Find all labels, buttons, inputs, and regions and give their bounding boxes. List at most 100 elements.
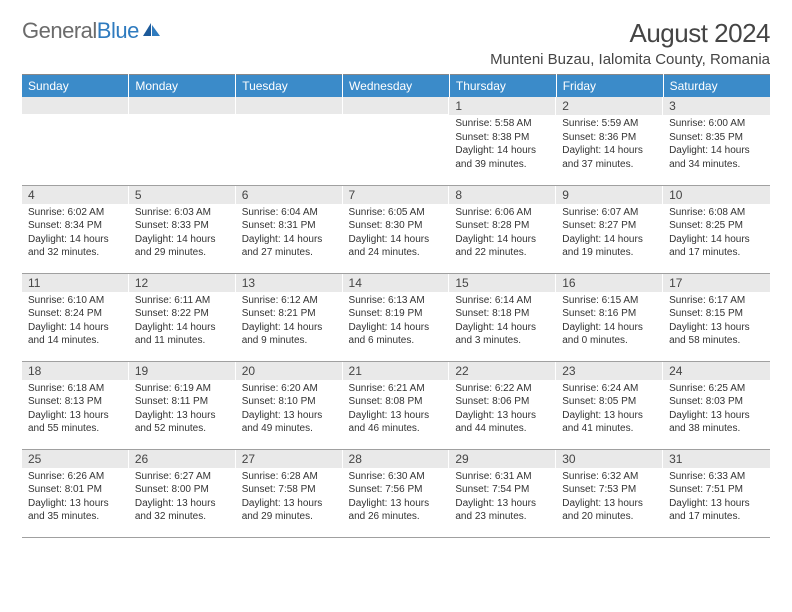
logo-text-blue: Blue [97,18,139,44]
day-line: Sunset: 8:27 PM [562,219,657,233]
day-line: Sunrise: 5:58 AM [455,117,550,131]
day-line: Sunrise: 6:10 AM [28,294,123,308]
day-body: Sunrise: 6:07 AMSunset: 8:27 PMDaylight:… [556,204,663,264]
day-body: Sunrise: 6:10 AMSunset: 8:24 PMDaylight:… [22,292,129,352]
day-number: 18 [22,362,129,380]
day-line: Sunset: 8:19 PM [349,307,444,321]
day-number: 6 [236,186,343,204]
day-line: Sunset: 8:01 PM [28,483,123,497]
day-line: Daylight: 13 hours and 29 minutes. [242,497,337,524]
location: Munteni Buzau, Ialomita County, Romania [490,51,770,68]
day-number: 13 [236,274,343,292]
day-line: Sunrise: 6:12 AM [242,294,337,308]
day-number: 30 [556,450,663,468]
calendar-week-row: 18Sunrise: 6:18 AMSunset: 8:13 PMDayligh… [22,361,770,449]
day-body: Sunrise: 6:33 AMSunset: 7:51 PMDaylight:… [663,468,770,528]
day-number: 16 [556,274,663,292]
calendar-day-cell: 30Sunrise: 6:32 AMSunset: 7:53 PMDayligh… [556,449,663,537]
day-number: 14 [343,274,450,292]
day-number: 4 [22,186,129,204]
day-line: Sunset: 8:03 PM [669,395,764,409]
day-number: 10 [663,186,770,204]
day-body: Sunrise: 6:04 AMSunset: 8:31 PMDaylight:… [236,204,343,264]
day-line: Sunrise: 6:11 AM [135,294,230,308]
day-line: Sunset: 8:33 PM [135,219,230,233]
day-number: 20 [236,362,343,380]
day-body: Sunrise: 6:31 AMSunset: 7:54 PMDaylight:… [449,468,556,528]
day-body: Sunrise: 6:14 AMSunset: 8:18 PMDaylight:… [449,292,556,352]
day-body: Sunrise: 6:22 AMSunset: 8:06 PMDaylight:… [449,380,556,440]
day-body: Sunrise: 6:05 AMSunset: 8:30 PMDaylight:… [343,204,450,264]
day-number: 27 [236,450,343,468]
day-line: Daylight: 14 hours and 29 minutes. [135,233,230,260]
day-number: 5 [129,186,236,204]
calendar-day-cell: 16Sunrise: 6:15 AMSunset: 8:16 PMDayligh… [556,273,663,361]
day-number: 31 [663,450,770,468]
day-line: Sunset: 7:54 PM [455,483,550,497]
day-line: Sunset: 8:06 PM [455,395,550,409]
day-number: 25 [22,450,129,468]
day-line: Sunrise: 6:27 AM [135,470,230,484]
calendar-week-row: 1Sunrise: 5:58 AMSunset: 8:38 PMDaylight… [22,97,770,185]
day-line: Sunrise: 6:24 AM [562,382,657,396]
day-line: Daylight: 14 hours and 37 minutes. [562,144,657,171]
weekday-header: Thursday [449,75,556,98]
calendar-day-cell: 27Sunrise: 6:28 AMSunset: 7:58 PMDayligh… [236,449,343,537]
day-line: Sunrise: 6:14 AM [455,294,550,308]
calendar-day-cell: 25Sunrise: 6:26 AMSunset: 8:01 PMDayligh… [22,449,129,537]
calendar-day-cell: 26Sunrise: 6:27 AMSunset: 8:00 PMDayligh… [129,449,236,537]
weekday-header: Tuesday [236,75,343,98]
day-body: Sunrise: 6:00 AMSunset: 8:35 PMDaylight:… [663,115,770,175]
calendar-day-cell: 17Sunrise: 6:17 AMSunset: 8:15 PMDayligh… [663,273,770,361]
calendar-day-cell: 11Sunrise: 6:10 AMSunset: 8:24 PMDayligh… [22,273,129,361]
calendar-day-cell: 29Sunrise: 6:31 AMSunset: 7:54 PMDayligh… [449,449,556,537]
day-number: 24 [663,362,770,380]
day-body: Sunrise: 6:28 AMSunset: 7:58 PMDaylight:… [236,468,343,528]
day-line: Sunrise: 6:25 AM [669,382,764,396]
day-number: 23 [556,362,663,380]
day-body: Sunrise: 6:21 AMSunset: 8:08 PMDaylight:… [343,380,450,440]
day-line: Daylight: 14 hours and 6 minutes. [349,321,444,348]
day-line: Sunrise: 6:13 AM [349,294,444,308]
day-body: Sunrise: 6:25 AMSunset: 8:03 PMDaylight:… [663,380,770,440]
day-body [236,114,343,120]
day-line: Sunset: 8:15 PM [669,307,764,321]
day-line: Daylight: 14 hours and 11 minutes. [135,321,230,348]
day-line: Sunrise: 6:03 AM [135,206,230,220]
day-line: Sunrise: 6:15 AM [562,294,657,308]
calendar-day-cell: 4Sunrise: 6:02 AMSunset: 8:34 PMDaylight… [22,185,129,273]
day-body: Sunrise: 6:24 AMSunset: 8:05 PMDaylight:… [556,380,663,440]
day-number: 2 [556,97,663,115]
calendar-week-row: 4Sunrise: 6:02 AMSunset: 8:34 PMDaylight… [22,185,770,273]
day-line: Daylight: 13 hours and 38 minutes. [669,409,764,436]
day-body: Sunrise: 6:15 AMSunset: 8:16 PMDaylight:… [556,292,663,352]
day-number: 11 [22,274,129,292]
day-line: Daylight: 13 hours and 26 minutes. [349,497,444,524]
calendar-week-row: 11Sunrise: 6:10 AMSunset: 8:24 PMDayligh… [22,273,770,361]
day-number [129,97,236,114]
day-line: Sunrise: 6:19 AM [135,382,230,396]
day-number: 26 [129,450,236,468]
day-number [22,97,129,114]
day-line: Sunset: 8:00 PM [135,483,230,497]
weekday-header: Sunday [22,75,129,98]
calendar-day-cell [343,97,450,185]
day-body: Sunrise: 6:27 AMSunset: 8:00 PMDaylight:… [129,468,236,528]
calendar-day-cell: 15Sunrise: 6:14 AMSunset: 8:18 PMDayligh… [449,273,556,361]
day-number: 1 [449,97,556,115]
calendar-day-cell: 2Sunrise: 5:59 AMSunset: 8:36 PMDaylight… [556,97,663,185]
day-number: 15 [449,274,556,292]
day-line: Daylight: 13 hours and 17 minutes. [669,497,764,524]
day-line: Sunrise: 6:33 AM [669,470,764,484]
day-line: Daylight: 13 hours and 46 minutes. [349,409,444,436]
calendar-week-row: 25Sunrise: 6:26 AMSunset: 8:01 PMDayligh… [22,449,770,537]
day-line: Sunrise: 6:00 AM [669,117,764,131]
day-line: Sunset: 8:30 PM [349,219,444,233]
calendar-day-cell: 3Sunrise: 6:00 AMSunset: 8:35 PMDaylight… [663,97,770,185]
day-number [343,97,450,114]
calendar-day-cell: 5 Sunrise: 6:03 AMSunset: 8:33 PMDaylight… [129,185,236,273]
day-line: Daylight: 13 hours and 58 minutes. [669,321,764,348]
day-line: Sunset: 8:31 PM [242,219,337,233]
day-line: Daylight: 13 hours and 41 minutes. [562,409,657,436]
day-line: Sunset: 8:36 PM [562,131,657,145]
